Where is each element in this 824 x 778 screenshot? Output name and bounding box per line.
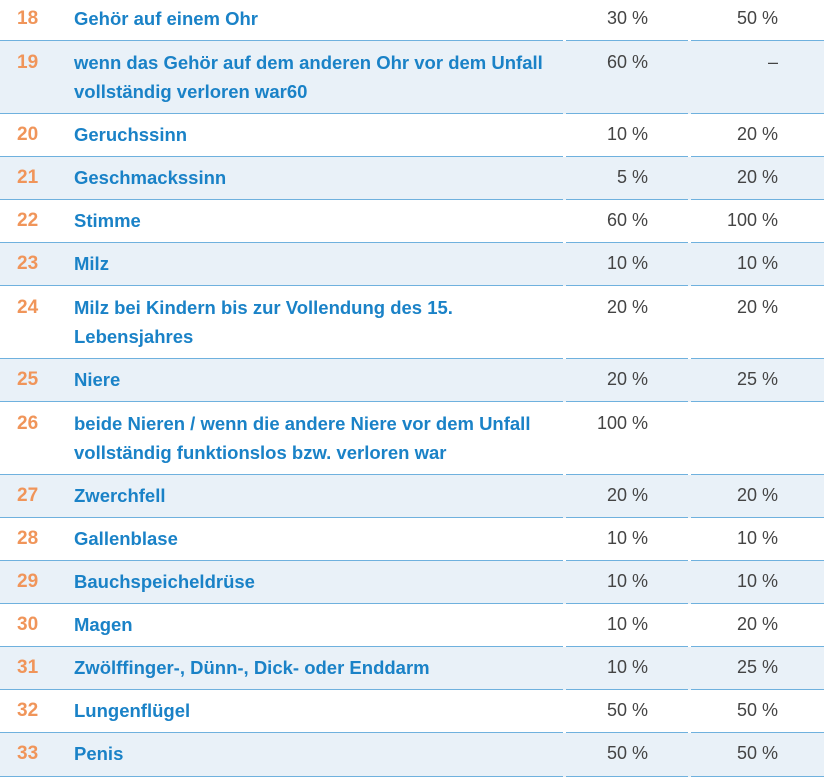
table-row: 19 wenn das Gehör auf dem anderen Ohr vo… bbox=[0, 41, 824, 114]
row-label: Zwölffinger-, Dünn-, Dick- oder Enddarm bbox=[74, 657, 430, 678]
row-label: Stimme bbox=[74, 210, 141, 231]
row-number: 28 bbox=[17, 528, 39, 549]
row-number: 23 bbox=[17, 253, 39, 274]
row-label: Niere bbox=[74, 369, 121, 390]
row-number: 21 bbox=[17, 167, 39, 188]
table-row: 25 Niere 20 % 25 % bbox=[0, 359, 824, 402]
table-row: 27 Zwerchfell 20 % 20 % bbox=[0, 475, 824, 518]
row-number: 18 bbox=[17, 8, 39, 29]
row-value-2: 20 % bbox=[736, 124, 778, 144]
row-value-1: 20 % bbox=[606, 369, 648, 389]
table-row: 30 Magen 10 % 20 % bbox=[0, 604, 824, 647]
row-number: 24 bbox=[17, 297, 39, 318]
row-number: 29 bbox=[17, 571, 39, 592]
row-label: Gallenblase bbox=[74, 528, 178, 549]
row-value-2: 20 % bbox=[736, 614, 778, 634]
table-row: 33 Penis 50 % 50 % bbox=[0, 733, 824, 777]
row-value-2: 20 % bbox=[736, 167, 778, 187]
row-value-2: 10 % bbox=[736, 528, 778, 548]
row-label: Penis bbox=[74, 743, 124, 764]
row-value-1: 20 % bbox=[606, 485, 648, 505]
row-number: 27 bbox=[17, 485, 39, 506]
table-row: 29 Bauchspeicheldrüse 10 % 10 % bbox=[0, 561, 824, 604]
row-label: Milz bei Kindern bis zur Vollendung des … bbox=[74, 297, 453, 347]
row-number: 31 bbox=[17, 657, 39, 678]
row-value-2: 10 % bbox=[736, 253, 778, 273]
table-row: 21 Geschmackssinn 5 % 20 % bbox=[0, 157, 824, 200]
row-value-1: 30 % bbox=[606, 8, 648, 28]
row-label: Lungenflügel bbox=[74, 700, 191, 721]
row-number: 25 bbox=[17, 369, 39, 390]
row-number: 22 bbox=[17, 210, 39, 231]
row-value-2: 25 % bbox=[736, 657, 778, 677]
row-number: 33 bbox=[17, 743, 39, 764]
row-value-2: 100 % bbox=[726, 210, 778, 230]
row-number: 20 bbox=[17, 124, 39, 145]
row-value-2: 20 % bbox=[736, 297, 778, 317]
row-value-1: 10 % bbox=[606, 614, 648, 634]
row-label: Milz bbox=[74, 253, 109, 274]
row-value-1: 100 % bbox=[596, 413, 648, 433]
row-value-1: 10 % bbox=[606, 253, 648, 273]
row-number: 19 bbox=[17, 52, 39, 73]
table-row: 24 Milz bei Kindern bis zur Vollendung d… bbox=[0, 286, 824, 359]
row-value-1: 50 % bbox=[606, 700, 648, 720]
row-label: Magen bbox=[74, 614, 133, 635]
row-value-1: 10 % bbox=[606, 657, 648, 677]
table-row: 18 Gehör auf einem Ohr 30 % 50 % bbox=[0, 0, 824, 41]
row-value-1: 60 % bbox=[606, 52, 648, 72]
row-number: 32 bbox=[17, 700, 39, 721]
row-value-1: 10 % bbox=[606, 571, 648, 591]
row-value-2: 10 % bbox=[736, 571, 778, 591]
row-label: Bauchspeicheldrüse bbox=[74, 571, 255, 592]
table-row: 32 Lungenflügel 50 % 50 % bbox=[0, 690, 824, 733]
row-value-2: 50 % bbox=[736, 8, 778, 28]
row-value-1: 50 % bbox=[606, 743, 648, 763]
row-label: Zwerchfell bbox=[74, 485, 166, 506]
row-value-1: 10 % bbox=[606, 528, 648, 548]
row-label: Geschmackssinn bbox=[74, 167, 227, 188]
row-number: 26 bbox=[17, 413, 39, 434]
row-label: Gehör auf einem Ohr bbox=[74, 8, 259, 29]
table-row: 23 Milz 10 % 10 % bbox=[0, 243, 824, 286]
table-row: 20 Geruchssinn 10 % 20 % bbox=[0, 114, 824, 157]
table-row: 31 Zwölffinger-, Dünn-, Dick- oder Endda… bbox=[0, 647, 824, 690]
row-label: wenn das Gehör auf dem anderen Ohr vor d… bbox=[74, 52, 543, 102]
row-value-2: 50 % bbox=[736, 743, 778, 763]
table-row: 26 beide Nieren / wenn die andere Niere … bbox=[0, 402, 824, 475]
row-value-1: 10 % bbox=[606, 124, 648, 144]
table-row: 22 Stimme 60 % 100 % bbox=[0, 200, 824, 243]
row-label: beide Nieren / wenn die andere Niere vor… bbox=[74, 413, 531, 463]
row-value-2: 25 % bbox=[736, 369, 778, 389]
row-number: 30 bbox=[17, 614, 39, 635]
row-value-1: 60 % bbox=[606, 210, 648, 230]
row-value-2: 20 % bbox=[736, 485, 778, 505]
row-value-1: 5 % bbox=[616, 167, 648, 187]
row-value-1: 20 % bbox=[606, 297, 648, 317]
row-value-2: – bbox=[767, 52, 778, 72]
row-label: Geruchssinn bbox=[74, 124, 188, 145]
table-row: 28 Gallenblase 10 % 10 % bbox=[0, 518, 824, 561]
row-value-2: 50 % bbox=[736, 700, 778, 720]
